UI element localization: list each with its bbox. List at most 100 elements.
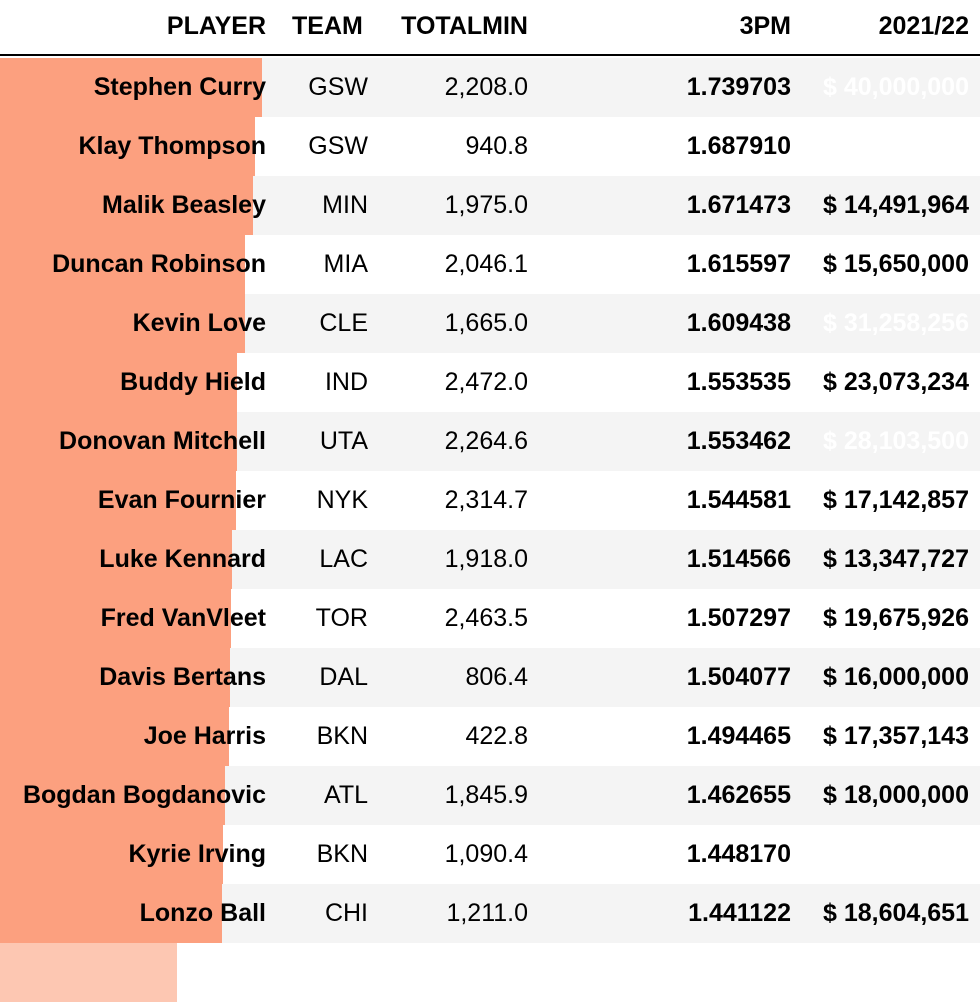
header-3pm: 3PM bbox=[739, 12, 791, 40]
player-name: Kyrie Irving bbox=[128, 840, 266, 868]
table-row: Donovan Mitchell UTA 2,264.6 1.553462 $ 28,1… bbox=[0, 412, 980, 530]
salary-value: $ 23,073,234 bbox=[823, 368, 969, 396]
threepm-bar bbox=[0, 884, 222, 943]
salary-value: $ 14,491,964 bbox=[823, 191, 969, 219]
team-code: UTA bbox=[319, 427, 368, 455]
threepm-bar bbox=[0, 235, 246, 294]
salary-value: $ 16,000,000 bbox=[823, 663, 969, 691]
threepm-value: 1.462655 bbox=[686, 781, 791, 809]
threepm-value: 1.507297 bbox=[686, 604, 791, 632]
threepm-bar bbox=[0, 353, 238, 412]
table-row: Lonzo Ball CHI 1,211.0 1.441122 $ 18,604,651 bbox=[0, 884, 980, 1002]
player-name: Stephen Curry bbox=[93, 73, 266, 101]
threepm-value: 1.504077 bbox=[686, 663, 791, 691]
threepm-value: 1.544581 bbox=[686, 486, 791, 514]
salary-value: $ 18,000,000 bbox=[823, 781, 969, 809]
salary-value: $ 31,258,256 bbox=[823, 309, 969, 337]
threepm-value: 1.609438 bbox=[686, 309, 791, 337]
team-code: NYK bbox=[316, 486, 368, 514]
threepm-bar bbox=[0, 471, 236, 530]
threepm-value: 1.553535 bbox=[686, 368, 791, 396]
threepm-value: 1.448170 bbox=[686, 840, 791, 868]
threepm-bar bbox=[0, 294, 245, 353]
total-minutes: 1,918.0 bbox=[444, 545, 528, 573]
team-code: DAL bbox=[319, 663, 368, 691]
threepm-value: 1.441122 bbox=[688, 899, 791, 927]
header-divider bbox=[0, 54, 980, 56]
salary-cell: $ 18,604,651 bbox=[0, 899, 969, 1002]
threepm-bar bbox=[0, 589, 231, 648]
player-name: Buddy Hield bbox=[120, 368, 266, 396]
team-code: MIN bbox=[322, 191, 368, 219]
table-row: Stephen Curry GSW 2,208.0 1.739703 $ 40,000,… bbox=[0, 58, 980, 176]
table-row: Joe Harris BKN 422.8 1.494465 $ 17,357,143 bbox=[0, 707, 980, 825]
threepm-value: 1.494465 bbox=[686, 722, 791, 750]
threepm-value: 1.514566 bbox=[686, 545, 791, 573]
header-team: TEAM bbox=[292, 12, 363, 40]
total-minutes: 1,211.0 bbox=[446, 899, 528, 927]
player-name: Fred VanVleet bbox=[100, 604, 266, 632]
player-name: Luke Kennard bbox=[99, 545, 266, 573]
salary-value: $ 17,357,143 bbox=[823, 722, 969, 750]
total-minutes: 1,090.4 bbox=[444, 840, 528, 868]
stats-table: PLAYER TEAM TOTALMIN 3PM 2021/22 Stephen… bbox=[0, 12, 980, 1002]
total-minutes: 1,665.0 bbox=[444, 309, 528, 337]
table-row: Malik Beasley MIN 1,975.0 1.671473 $ 14,491,… bbox=[0, 176, 980, 294]
total-minutes: 2,046.1 bbox=[444, 250, 528, 278]
player-name: Joe Harris bbox=[143, 722, 266, 750]
threepm-bar bbox=[0, 648, 231, 707]
salary-value: $ 17,142,857 bbox=[823, 486, 969, 514]
table-row: Buddy Hield IND 2,472.0 1.553535 $ 23,073,23… bbox=[0, 353, 980, 471]
team-code: TOR bbox=[315, 604, 368, 632]
header-totalmin: TOTALMIN bbox=[401, 12, 528, 40]
team-code: BKN bbox=[316, 840, 368, 868]
table-row: Luke Kennard LAC 1,918.0 1.514566 $ 13,347,7… bbox=[0, 530, 980, 648]
team-code: LAC bbox=[319, 545, 368, 573]
team-code: ATL bbox=[324, 781, 368, 809]
player-name: Donovan Mitchell bbox=[59, 427, 266, 455]
table-row: Kyrie Irving BKN 1,090.4 1.448170 $ 35,328,7… bbox=[0, 825, 980, 943]
player-name: Kevin Love bbox=[132, 309, 266, 337]
total-minutes: 940.8 bbox=[465, 132, 528, 160]
salary-value: $ 28,103,500 bbox=[823, 427, 969, 455]
team-code: GSW bbox=[308, 73, 368, 101]
threepm-value: 1.687910 bbox=[686, 132, 791, 160]
salary-value: $ 18,604,651 bbox=[823, 899, 969, 927]
threepm-bar bbox=[0, 766, 225, 825]
table-row: Fred VanVleet TOR 2,463.5 1.507297 $ 19,675,… bbox=[0, 589, 980, 707]
salary-value: $ 13,347,727 bbox=[823, 545, 969, 573]
total-minutes: 2,264.6 bbox=[444, 427, 528, 455]
total-minutes: 2,463.5 bbox=[444, 604, 528, 632]
threepm-value: 1.615597 bbox=[686, 250, 791, 278]
threepm-bar bbox=[0, 707, 230, 766]
total-minutes: 422.8 bbox=[465, 722, 528, 750]
threepm-bar bbox=[0, 412, 238, 471]
table-row: Davis Bertans DAL 806.4 1.504077 $ 16,000,00… bbox=[0, 648, 980, 766]
total-minutes: 1,975.0 bbox=[444, 191, 528, 219]
salary-value: $ 37,980,720 bbox=[823, 132, 969, 160]
total-minutes: 1,845.9 bbox=[444, 781, 528, 809]
team-code: CHI bbox=[324, 899, 368, 927]
player-name: Davis Bertans bbox=[99, 663, 266, 691]
threepm-bar bbox=[0, 58, 262, 117]
total-minutes: 806.4 bbox=[465, 663, 528, 691]
header-salary: 2021/22 bbox=[878, 12, 969, 40]
threepm-value: 1.553462 bbox=[686, 427, 791, 455]
total-minutes: 2,208.0 bbox=[444, 73, 528, 101]
player-name: Duncan Robinson bbox=[52, 250, 266, 278]
player-name: Lonzo Ball bbox=[139, 899, 266, 927]
total-minutes: 2,472.0 bbox=[444, 368, 528, 396]
table-row: Klay Thompson GSW 940.8 1.687910 $ 37,980,72… bbox=[0, 117, 980, 235]
table-row: Evan Fournier NYK 2,314.7 1.544581 $ 17,142,… bbox=[0, 471, 980, 589]
player-name: Klay Thompson bbox=[78, 132, 266, 160]
salary-value: $ 15,650,000 bbox=[823, 250, 969, 278]
salary-value: $ 40,000,000 bbox=[823, 73, 969, 101]
table-row: Bogdan Bogdanovic ATL 1,845.9 1.462655 $ 18,… bbox=[0, 766, 980, 884]
table-row: Duncan Robinson MIA 2,046.1 1.615597 $ 15,65… bbox=[0, 235, 980, 353]
team-code: CLE bbox=[319, 309, 368, 337]
player-name: Evan Fournier bbox=[97, 486, 266, 514]
threepm-value: 1.739703 bbox=[686, 73, 791, 101]
threepm-bar bbox=[0, 176, 253, 235]
team-code: GSW bbox=[308, 132, 368, 160]
table-row: Kevin Love CLE 1,665.0 1.609438 $ 31,258,256 bbox=[0, 294, 980, 412]
